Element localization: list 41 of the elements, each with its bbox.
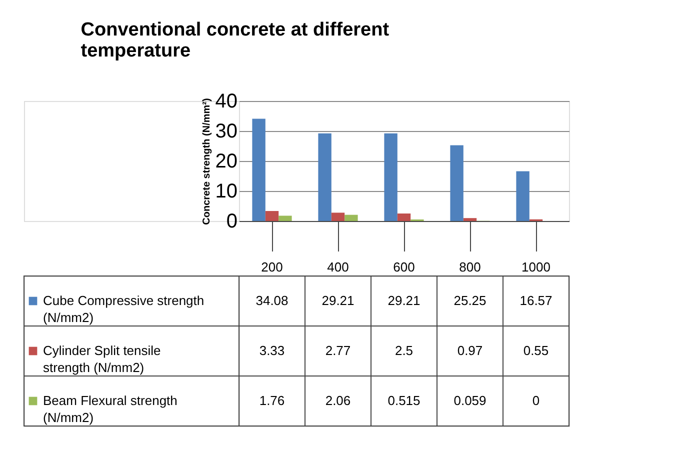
x-tick-label: 400 (327, 260, 349, 274)
x-tick-label: 1000 (522, 260, 550, 274)
bar (331, 212, 345, 221)
y-tick-label: 30 (215, 120, 238, 142)
data-label: 34.08 (256, 293, 288, 308)
y-tick-label: 10 (215, 180, 238, 202)
data-label: 0 (532, 393, 540, 408)
data-label: 3.33 (259, 343, 285, 358)
data-label: 1.76 (259, 393, 285, 408)
y-tick-label: 0 (226, 210, 238, 232)
legend-label: Cube Compressive strength (N/mm2) (43, 293, 204, 325)
data-label: 0.059 (454, 393, 486, 408)
y-tick-label: 40 (215, 90, 238, 112)
bar (318, 133, 332, 221)
legend-label: Beam Flexural strength (N/mm2) (43, 393, 178, 425)
data-label: 29.21 (388, 293, 420, 308)
data-label: 2.77 (325, 343, 351, 358)
bar (384, 133, 398, 221)
x-tick-label: 200 (261, 260, 283, 274)
data-label: 16.57 (520, 293, 552, 308)
bar (463, 218, 477, 221)
data-label: 0.97 (457, 343, 483, 358)
chart-title: Conventional concrete at different temperature (80, 20, 390, 62)
bar (450, 145, 464, 221)
data-label: 25.25 (454, 293, 486, 308)
data-label: 0.515 (388, 393, 420, 408)
data-label: 0.55 (523, 343, 549, 358)
bar (278, 216, 292, 221)
data-label: 29.21 (322, 293, 354, 308)
y-tick-label: 20 (215, 150, 238, 172)
x-tick-label: 800 (459, 260, 481, 274)
data-label: 2.5 (394, 343, 414, 358)
bar (252, 118, 266, 221)
bar (516, 171, 530, 221)
x-tick-label: 600 (393, 260, 415, 274)
bar (265, 211, 279, 221)
bar (344, 214, 358, 221)
bar (397, 214, 411, 221)
legend-label: Cylinder Split tensile strength (N/mm2) (43, 343, 161, 375)
data-label: 2.06 (325, 393, 351, 408)
y-axis-title: Concrete strength (N/mm²) (201, 98, 212, 225)
